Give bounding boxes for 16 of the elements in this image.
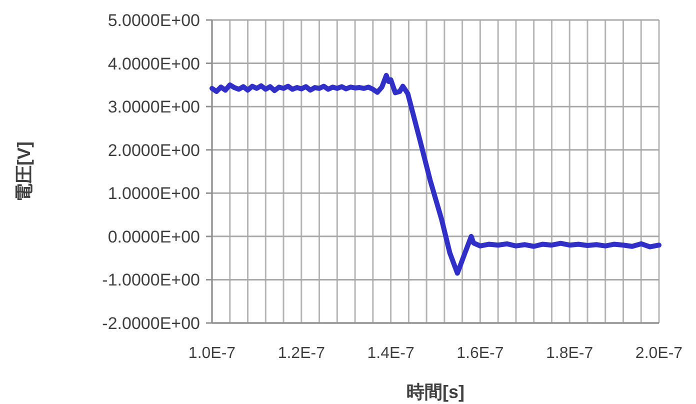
y-tick-label: -1.0000E+00 [102, 270, 200, 290]
x-tick-label: 1.4E-7 [367, 345, 414, 362]
x-tick-label: 2.0E-7 [635, 345, 683, 362]
x-tick-label: 1.8E-7 [546, 345, 594, 362]
y-tick-label: 4.0000E+00 [108, 54, 200, 74]
x-tick-label: 1.2E-7 [278, 345, 326, 362]
y-axis-title: 電圧[V] [14, 142, 34, 202]
y-tick-label: 2.0000E+00 [108, 140, 200, 160]
y-tick-label: -2.0000E+00 [102, 314, 200, 333]
y-tick-label: 0.0000E+00 [108, 227, 200, 246]
x-tick-label: 1.6E-7 [456, 345, 504, 362]
x-axis-title: 時間[s] [406, 382, 464, 402]
y-tick-label: 5.0000E+00 [108, 11, 200, 30]
y-tick-label: 1.0000E+00 [108, 184, 200, 204]
y-tick-label: 3.0000E+00 [108, 98, 200, 117]
x-tick-label: 1.0E-7 [188, 345, 236, 362]
